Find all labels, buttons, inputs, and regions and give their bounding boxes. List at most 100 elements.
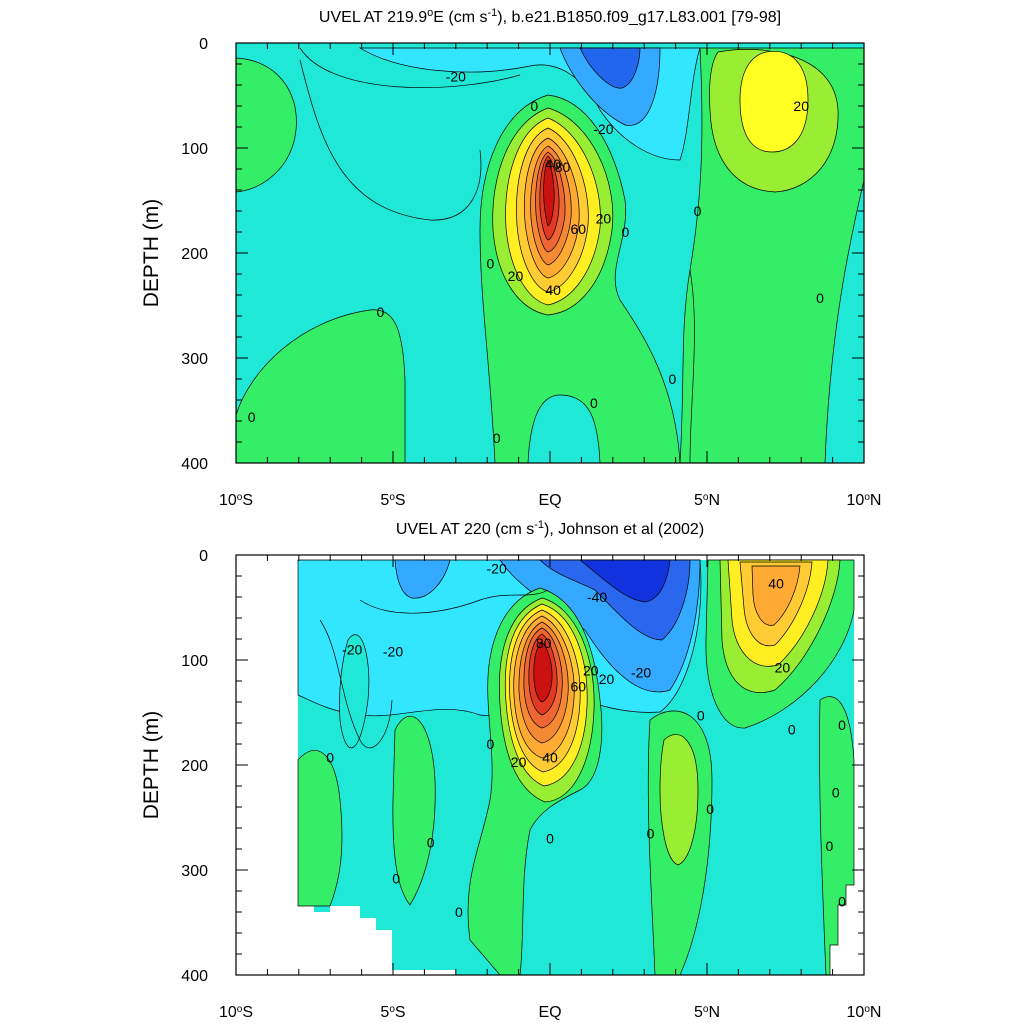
contour-label: 0: [706, 801, 714, 817]
contour-label: 0: [377, 304, 385, 320]
top-euc-core: [543, 159, 555, 227]
top-y-axis-label: DEPTH (m): [140, 199, 163, 308]
x-tick-label: EQ: [538, 492, 561, 509]
contour-label: 0: [621, 224, 629, 240]
contour-label: 0: [530, 98, 538, 114]
bottom-southwest-deep-positive-region: [297, 750, 343, 907]
top-x-axis-ticks: 10oS 5oS EQ 5oN 10oN: [219, 43, 881, 509]
contour-label: 0: [486, 736, 494, 752]
contour-label: 0: [647, 825, 655, 841]
contour-label: 0: [788, 721, 796, 737]
contour-label: 0: [832, 784, 840, 800]
top-panel-title: UVEL AT 219.9oE (cm s-1), b.e21.B1850.f0…: [319, 7, 781, 26]
x-tick-label: 10oN: [847, 1004, 882, 1022]
top-necc-inner-contour-line: [689, 269, 695, 463]
top-southwest-deep-positive-region: [236, 309, 406, 463]
x-tick-label: 5oS: [380, 492, 405, 510]
contour-label: 0: [669, 371, 677, 387]
bottom-necc-core: [751, 565, 801, 626]
top-panel-model-section: UVEL AT 219.9oE (cm s-1), b.e21.B1850.f0…: [140, 7, 881, 509]
contour-label: -20: [593, 121, 613, 137]
contour-label: 0: [493, 430, 501, 446]
contour-label: 0: [590, 395, 598, 411]
contour-label: 0: [455, 904, 463, 920]
x-tick-label: 10oS: [219, 1004, 253, 1022]
top-surface-westward-core-inner: [579, 47, 641, 89]
contour-label: 40: [542, 750, 558, 766]
contour-label: 0: [697, 708, 705, 724]
contour-label: -40: [587, 589, 607, 605]
bottom-y-axis-label: DEPTH (m): [140, 711, 163, 820]
x-tick-label: 10oS: [219, 492, 253, 510]
y-tick-label: 200: [181, 758, 208, 775]
y-tick-label: 0: [199, 36, 208, 53]
bottom-x-axis-ticks: 10oS 5oS EQ 5oN 10oN: [219, 555, 881, 1021]
bottom-five-north-positive-core: [659, 734, 699, 866]
bottom-panel-title: UVEL AT 220 (cm s-1), Johnson et al (200…: [396, 519, 704, 538]
contour-label: 0: [427, 835, 435, 851]
y-tick-label: 300: [181, 863, 208, 880]
y-tick-label: 400: [181, 456, 208, 473]
bottom-five-south-positive-region: [392, 715, 436, 906]
y-tick-label: 400: [181, 968, 208, 985]
contour-label: 0: [326, 750, 334, 766]
bottom-surface-southwest-patch: [394, 559, 451, 599]
x-tick-label: EQ: [538, 1004, 561, 1021]
contour-label: 40: [545, 282, 561, 298]
bottom-minus-twenty-contour-line: [359, 589, 549, 614]
bottom-surface-westward-deep-lobe: [339, 634, 370, 749]
contour-label: 20: [599, 671, 615, 687]
bottom-surface-westward-core-inner: [579, 559, 671, 603]
contour-label: 20: [793, 98, 809, 114]
bottom-euc-core: [533, 641, 553, 703]
x-tick-label: 5oN: [694, 492, 720, 510]
contour-label: 80: [536, 635, 552, 651]
y-tick-label: 100: [181, 141, 208, 158]
contour-label: 20: [596, 210, 612, 226]
y-tick-label: 100: [181, 653, 208, 670]
bottom-east-edge-positive-region: [819, 696, 855, 975]
contour-label: -20: [383, 644, 403, 660]
contour-label: 0: [838, 894, 846, 910]
contour-label: 20: [583, 663, 599, 679]
top-southwest-shallow-positive-region: [236, 57, 297, 193]
top-necc-core: [739, 50, 809, 153]
contour-label: 0: [486, 256, 494, 272]
contour-label: 60: [570, 221, 586, 237]
contour-label: 0: [838, 717, 846, 733]
contour-label: 40: [545, 156, 561, 172]
contour-label: -20: [342, 642, 362, 658]
contour-label: -20: [631, 665, 651, 681]
bottom-minus-ten-contour-line: [319, 619, 393, 749]
top-contour-field: [236, 43, 864, 463]
contour-label: 0: [248, 409, 256, 425]
contour-label: 40: [768, 575, 784, 591]
contour-label: 20: [511, 754, 527, 770]
contour-label: 0: [546, 831, 554, 847]
x-tick-label: 5oS: [380, 1004, 405, 1022]
contour-label: 80: [555, 159, 571, 175]
bottom-panel-observed-section: UVEL AT 220 (cm s-1), Johnson et al (200…: [140, 519, 881, 1021]
contour-label: 0: [826, 838, 834, 854]
y-tick-label: 300: [181, 351, 208, 368]
contour-label: 60: [570, 678, 586, 694]
contour-label: 0: [392, 870, 400, 886]
bottom-contour-field: [236, 555, 864, 975]
contour-label: -20: [487, 561, 507, 577]
x-tick-label: 10oN: [847, 492, 882, 510]
top-minus-ten-contour-line: [299, 47, 521, 88]
contour-label: 20: [508, 268, 524, 284]
x-tick-label: 5oN: [694, 1004, 720, 1022]
y-tick-label: 0: [199, 548, 208, 565]
contour-label: 0: [816, 290, 824, 306]
contour-label: -20: [446, 69, 466, 85]
contour-label: 0: [694, 203, 702, 219]
top-zero-contour-line: [299, 59, 482, 221]
y-tick-label: 200: [181, 246, 208, 263]
contour-label: 20: [775, 659, 791, 675]
